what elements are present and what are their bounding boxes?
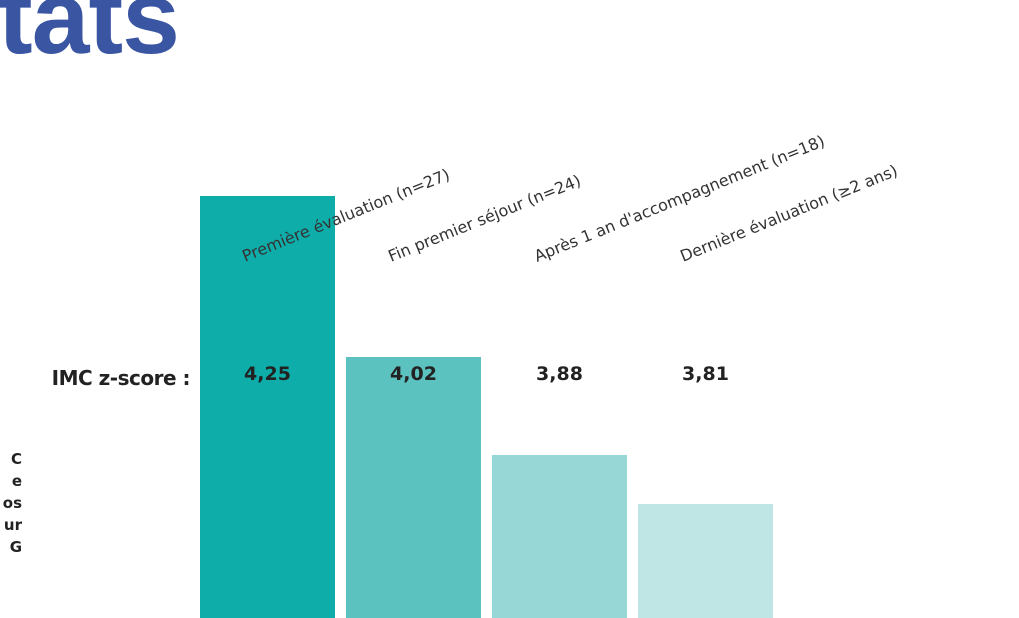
cropped-side-text: C e os ur G	[0, 448, 22, 558]
side-text-fragment: os	[2, 494, 22, 512]
side-text-fragment: C	[10, 450, 22, 468]
bar-4	[638, 504, 773, 618]
side-text-fragment: G	[9, 538, 22, 556]
side-text-fragment: e	[11, 472, 22, 490]
category-label: Après 1 an d'accompagnement (n=18)	[531, 131, 827, 265]
bar-1	[200, 196, 335, 618]
bar-value-label: 4,02	[390, 363, 437, 385]
bar-2	[346, 357, 481, 618]
bar-3	[492, 455, 627, 618]
slide-title-fragment: tats	[0, 0, 180, 76]
imc-zscore-row-label: IMC z-score :	[51, 366, 191, 390]
bar-value-label: 3,88	[536, 363, 583, 385]
side-text-fragment: ur	[3, 516, 22, 534]
bar-value-label: 4,25	[244, 363, 291, 385]
bar-value-label: 3,81	[682, 363, 729, 385]
